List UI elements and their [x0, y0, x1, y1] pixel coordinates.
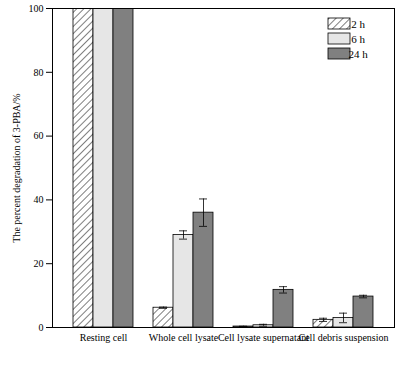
svg-text:6 h: 6 h — [351, 33, 365, 45]
svg-text:Resting cell: Resting cell — [80, 332, 128, 343]
svg-text:The percent degradation of 3-P: The percent degradation of 3-PBA/% — [11, 93, 22, 242]
svg-text:40: 40 — [34, 194, 44, 205]
svg-text:60: 60 — [34, 130, 44, 141]
svg-text:0: 0 — [39, 322, 44, 333]
svg-text:Cell debris suspension: Cell debris suspension — [299, 332, 389, 343]
svg-text:Cell lysate supernatant: Cell lysate supernatant — [218, 332, 309, 343]
svg-text:20: 20 — [34, 258, 44, 269]
svg-text:Whole cell lysate: Whole cell lysate — [149, 332, 219, 343]
svg-text:2 h: 2 h — [351, 18, 365, 30]
svg-text:80: 80 — [34, 67, 44, 78]
svg-text:24 h: 24 h — [348, 48, 368, 60]
svg-text:100: 100 — [29, 3, 44, 14]
